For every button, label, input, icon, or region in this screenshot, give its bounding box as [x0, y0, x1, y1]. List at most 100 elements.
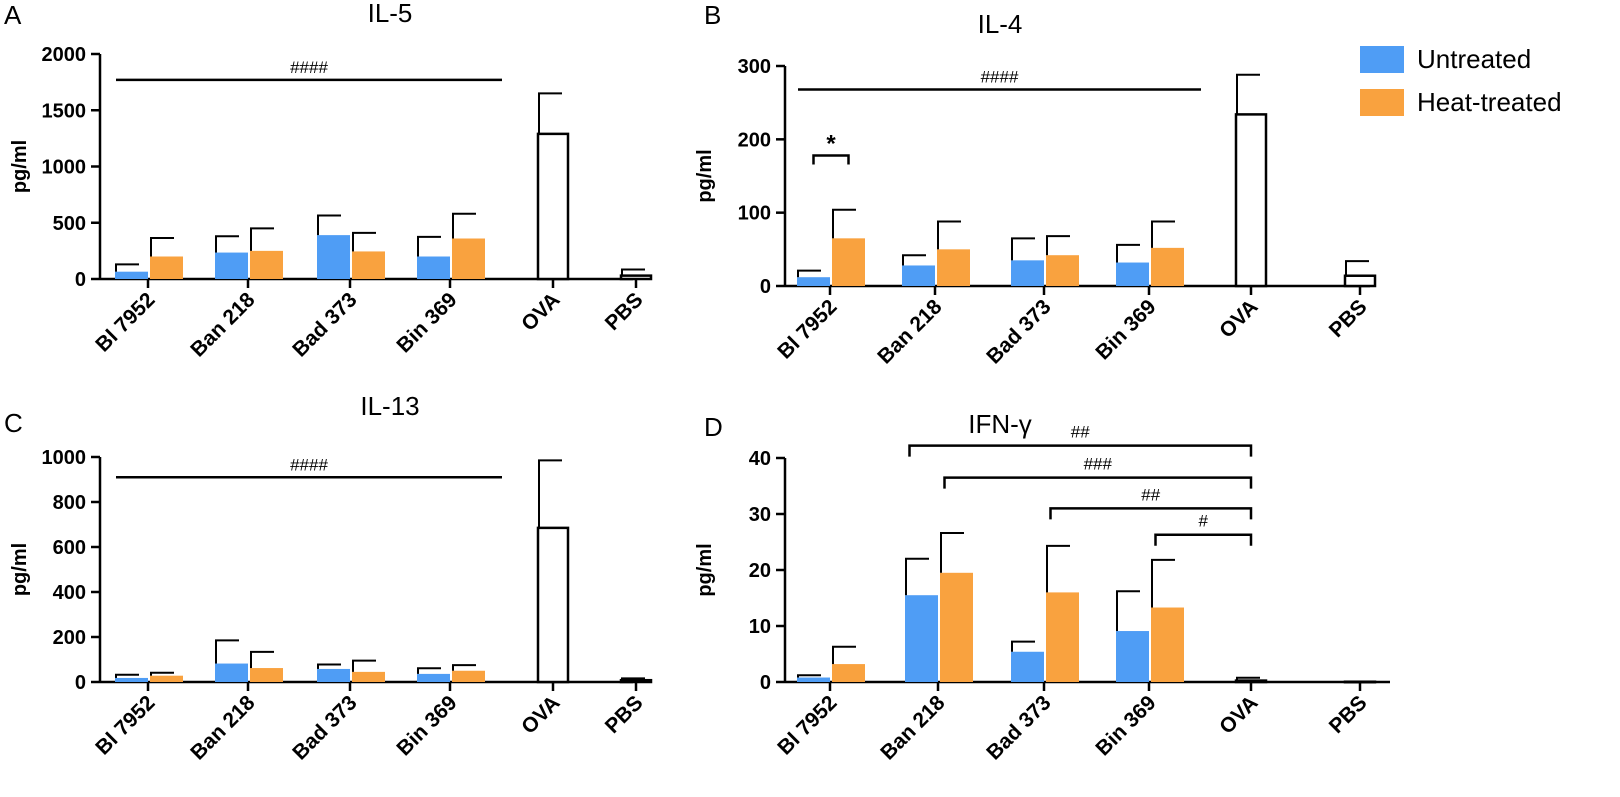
y-tick-label: 0 — [760, 276, 771, 298]
y-tick-label: 800 — [53, 492, 86, 514]
significance-label: ## — [1071, 423, 1090, 442]
x-tick-label: Bin 369 — [1091, 295, 1160, 364]
legend-label-heat-treated: Heat-treated — [1417, 87, 1562, 117]
y-tick-label: 20 — [749, 560, 771, 582]
heat-treated-bar-bad-373 — [352, 251, 385, 279]
x-tick-label: Ban 218 — [186, 288, 259, 361]
x-tick-label: PBS — [1325, 295, 1372, 342]
x-tick-label: Bad 373 — [288, 691, 361, 764]
heat-treated-bar-bad-373 — [1046, 255, 1079, 286]
y-tick-label: 1000 — [42, 157, 87, 179]
significance-label: * — [826, 130, 836, 157]
x-tick-label: Bl 7952 — [773, 691, 841, 759]
panel-d: D IFN-γ 0 10 20 30 40 pg/ml Bl 7952 Ban 218 Bad 37… — [694, 409, 1390, 764]
x-tick-label: Bl 7952 — [773, 295, 841, 363]
control-bar-ova — [536, 526, 570, 684]
untreated-bar-bl-7952 — [115, 271, 148, 279]
untreated-bar-ban-218 — [215, 663, 248, 682]
y-tick-label: 600 — [53, 537, 86, 559]
y-tick-label: 400 — [53, 582, 86, 604]
untreated-bar-ban-218 — [905, 595, 938, 682]
untreated-bar-bin-369 — [417, 256, 450, 279]
untreated-bar-ban-218 — [215, 252, 248, 279]
significance-label: ## — [1141, 485, 1160, 504]
y-axis-label: pg/ml — [694, 149, 716, 202]
legend: Untreated Heat-treated — [1360, 44, 1562, 117]
y-tick-label: 1500 — [42, 100, 87, 122]
y-tick-label: 1000 — [42, 447, 87, 469]
untreated-bar-bad-373 — [317, 668, 350, 682]
y-tick-label: 40 — [749, 448, 771, 470]
control-bar-ova — [1234, 113, 1268, 288]
x-tick-label: OVA — [1215, 295, 1262, 342]
x-tick-label: Ban 218 — [876, 691, 949, 764]
heat-treated-bar-ban-218 — [940, 572, 973, 682]
x-tick-label: PBS — [601, 288, 648, 335]
significance-label: ### — [1084, 455, 1113, 474]
y-tick-label: 0 — [75, 672, 86, 694]
significance-bracket — [812, 154, 850, 165]
untreated-bar-bin-369 — [417, 673, 450, 682]
significance-label: #### — [290, 455, 328, 474]
significance-bracket — [943, 476, 1253, 489]
y-axis-label: pg/ml — [694, 543, 716, 596]
x-tick-label: PBS — [1325, 691, 1372, 738]
x-tick-label: OVA — [517, 288, 564, 335]
panel-letter: C — [4, 408, 23, 438]
significance-bracket — [1154, 533, 1253, 546]
heat-treated-bar-ban-218 — [937, 249, 970, 286]
y-tick-label: 300 — [738, 56, 771, 78]
untreated-bar-bin-369 — [1116, 631, 1149, 682]
x-tick-label: Bin 369 — [392, 691, 461, 760]
significance-label: #### — [290, 58, 328, 77]
x-tick-label: Bl 7952 — [91, 288, 159, 356]
legend-swatch-heat-treated — [1360, 89, 1404, 116]
y-tick-label: 100 — [738, 203, 771, 225]
y-tick-label: 10 — [749, 616, 771, 638]
y-tick-label: 0 — [75, 269, 86, 291]
legend-label-untreated: Untreated — [1417, 44, 1531, 74]
untreated-bar-bl-7952 — [797, 277, 830, 286]
y-tick-label: 500 — [53, 213, 86, 235]
heat-treated-bar-bad-373 — [1046, 592, 1079, 682]
untreated-bar-bad-373 — [1011, 651, 1044, 682]
y-tick-label: 2000 — [42, 44, 87, 66]
untreated-bar-bad-373 — [317, 235, 350, 279]
y-axis-label: pg/ml — [9, 543, 31, 596]
y-tick-label: 200 — [738, 129, 771, 151]
control-bar-ova — [1234, 679, 1268, 684]
heat-treated-bar-bl-7952 — [150, 675, 183, 682]
heat-treated-bar-bin-369 — [452, 238, 485, 279]
heat-treated-bar-bin-369 — [1151, 607, 1184, 682]
untreated-bar-bl-7952 — [115, 677, 148, 682]
control-bar-pbs — [619, 274, 653, 281]
control-bar-pbs — [1343, 274, 1377, 288]
x-tick-label: Bad 373 — [288, 288, 361, 361]
heat-treated-bar-bl-7952 — [832, 238, 865, 286]
panel-c: C IL-13 0 200 400 600 800 1000 pg/ml Bl 7952 Ban 2… — [4, 391, 653, 764]
panel-letter: D — [704, 412, 723, 442]
x-tick-label: Bin 369 — [1091, 691, 1160, 760]
heat-treated-bar-bin-369 — [452, 670, 485, 682]
panel-letter: A — [4, 0, 22, 30]
x-tick-label: Ban 218 — [186, 691, 259, 764]
y-tick-label: 200 — [53, 627, 86, 649]
panel-letter: B — [704, 0, 721, 30]
chart-title: IL-4 — [978, 9, 1023, 39]
significance-bracket — [1049, 507, 1253, 520]
control-bar-pbs — [619, 678, 653, 684]
x-tick-label: Bl 7952 — [91, 691, 159, 759]
untreated-bar-bl-7952 — [797, 677, 830, 682]
x-tick-label: Bad 373 — [982, 295, 1055, 368]
y-tick-label: 30 — [749, 504, 771, 526]
chart-title: IL-5 — [368, 0, 413, 28]
x-tick-label: Ban 218 — [873, 295, 946, 368]
heat-treated-bar-bad-373 — [352, 671, 385, 682]
x-tick-label: OVA — [517, 691, 564, 738]
x-tick-label: Bin 369 — [392, 288, 461, 357]
control-bar-ova — [536, 132, 570, 281]
chart-title: IFN-γ — [968, 409, 1032, 439]
heat-treated-bar-bl-7952 — [832, 664, 865, 682]
chart-title: IL-13 — [360, 391, 419, 421]
